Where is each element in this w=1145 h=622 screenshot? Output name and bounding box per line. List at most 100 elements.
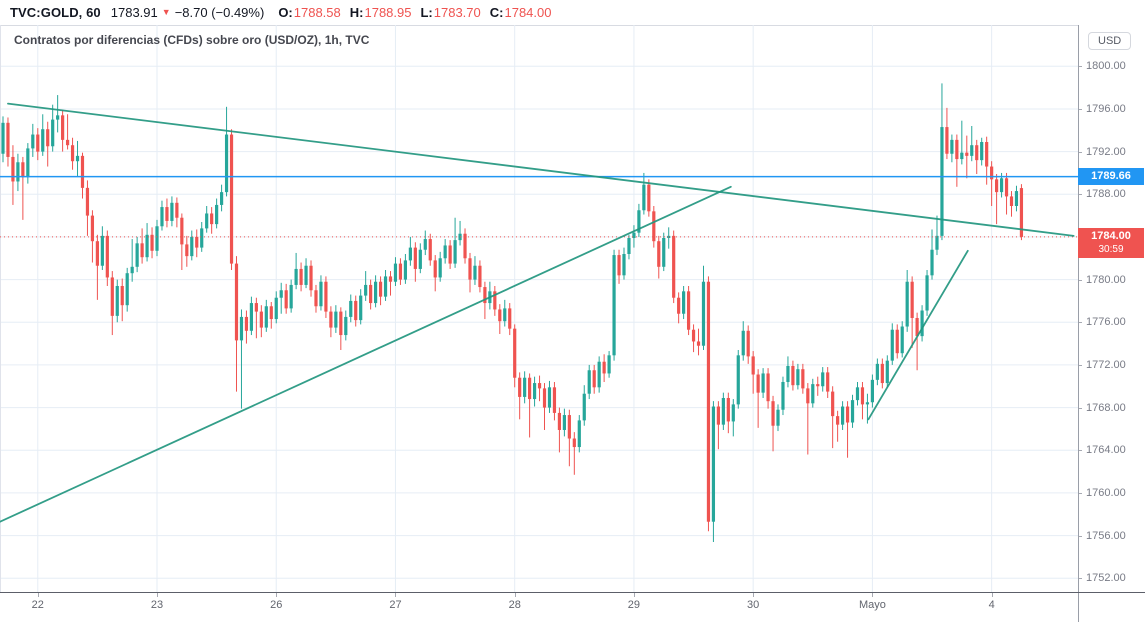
candle-body[interactable] bbox=[622, 253, 626, 276]
candle-body[interactable] bbox=[995, 179, 999, 193]
candle-body[interactable] bbox=[65, 139, 70, 146]
candle-body[interactable] bbox=[16, 162, 20, 182]
candle-body[interactable] bbox=[284, 290, 288, 309]
candle-body[interactable] bbox=[443, 245, 447, 259]
candle-body[interactable] bbox=[642, 184, 646, 211]
candle-body[interactable] bbox=[195, 236, 199, 248]
candle-body[interactable] bbox=[155, 226, 159, 251]
candle-body[interactable] bbox=[41, 129, 45, 152]
candle-body[interactable] bbox=[547, 387, 552, 408]
candle-body[interactable] bbox=[840, 406, 845, 425]
candle-body[interactable] bbox=[771, 401, 775, 426]
candle-body[interactable] bbox=[75, 155, 80, 162]
candle-body[interactable] bbox=[403, 260, 408, 280]
candle-body[interactable] bbox=[239, 316, 244, 341]
candle-body[interactable] bbox=[249, 303, 253, 331]
candle-body[interactable] bbox=[751, 356, 755, 375]
candle-body[interactable] bbox=[826, 372, 830, 392]
candle-body[interactable] bbox=[890, 329, 894, 361]
candle-body[interactable] bbox=[36, 134, 40, 152]
candle-body[interactable] bbox=[875, 363, 879, 380]
candle-body[interactable] bbox=[135, 243, 139, 267]
candle-body[interactable] bbox=[672, 235, 676, 298]
candle-body[interactable] bbox=[299, 268, 303, 285]
candle-body[interactable] bbox=[205, 213, 209, 229]
candle-body[interactable] bbox=[592, 370, 596, 388]
candle-body[interactable] bbox=[925, 275, 929, 311]
candle-body[interactable] bbox=[140, 243, 144, 258]
candle-body[interactable] bbox=[413, 247, 417, 269]
candle-body[interactable] bbox=[105, 235, 109, 278]
candle-body[interactable] bbox=[910, 281, 914, 318]
candle-body[interactable] bbox=[21, 162, 25, 178]
candle-body[interactable] bbox=[170, 202, 174, 221]
candle-body[interactable] bbox=[200, 228, 204, 248]
candle-body[interactable] bbox=[80, 155, 85, 188]
candle-body[interactable] bbox=[855, 387, 860, 401]
candle-body[interactable] bbox=[731, 404, 735, 422]
candle-body[interactable] bbox=[11, 156, 15, 182]
price-chart-canvas[interactable] bbox=[0, 25, 1078, 592]
candle-body[interactable] bbox=[498, 309, 502, 322]
candle-body[interactable] bbox=[408, 247, 412, 261]
candle-body[interactable] bbox=[473, 265, 477, 280]
candle-body[interactable] bbox=[388, 276, 393, 282]
candle-body[interactable] bbox=[1, 122, 5, 154]
candle-body[interactable] bbox=[860, 387, 865, 405]
candle-body[interactable] bbox=[324, 281, 328, 312]
candle-body[interactable] bbox=[190, 236, 194, 257]
candle-body[interactable] bbox=[577, 420, 581, 448]
candle-body[interactable] bbox=[582, 393, 586, 421]
candle-body[interactable] bbox=[314, 290, 318, 307]
candle-body[interactable] bbox=[756, 374, 760, 393]
candle-body[interactable] bbox=[145, 234, 149, 258]
candle-body[interactable] bbox=[1019, 188, 1024, 237]
candle-body[interactable] bbox=[572, 438, 576, 448]
candle-body[interactable] bbox=[234, 263, 239, 341]
candle-body[interactable] bbox=[433, 260, 437, 278]
candle-body[interactable] bbox=[691, 329, 696, 342]
candle-body[interactable] bbox=[945, 127, 949, 154]
candle-body[interactable] bbox=[100, 235, 104, 266]
candle-body[interactable] bbox=[383, 276, 388, 297]
candle-body[interactable] bbox=[607, 355, 611, 374]
candle-body[interactable] bbox=[965, 152, 969, 156]
candle-body[interactable] bbox=[423, 239, 427, 250]
trend-line[interactable] bbox=[7, 102, 1075, 237]
candle-body[interactable] bbox=[990, 166, 994, 180]
candle-body[interactable] bbox=[215, 204, 219, 225]
candle-body[interactable] bbox=[900, 326, 904, 354]
candle-body[interactable] bbox=[686, 291, 691, 330]
candle-body[interactable] bbox=[259, 311, 263, 328]
candle-body[interactable] bbox=[1004, 178, 1009, 197]
candle-body[interactable] bbox=[165, 207, 169, 221]
candle-body[interactable] bbox=[696, 341, 701, 346]
candle-body[interactable] bbox=[935, 235, 939, 250]
candle-body[interactable] bbox=[602, 361, 606, 374]
candle-body[interactable] bbox=[711, 406, 716, 522]
candle-body[interactable] bbox=[51, 119, 55, 147]
candle-body[interactable] bbox=[254, 303, 258, 312]
trend-line[interactable] bbox=[867, 249, 969, 421]
candle-body[interactable] bbox=[70, 145, 75, 162]
candle-body[interactable] bbox=[567, 415, 571, 439]
candle-body[interactable] bbox=[6, 122, 10, 157]
candle-body[interactable] bbox=[319, 281, 323, 307]
candle-body[interactable] bbox=[339, 311, 343, 336]
candle-body[interactable] bbox=[398, 263, 403, 280]
candle-body[interactable] bbox=[741, 330, 745, 356]
candle-body[interactable] bbox=[726, 397, 730, 422]
candle-body[interactable] bbox=[865, 402, 870, 405]
candle-body[interactable] bbox=[706, 281, 711, 522]
symbol-interval-label[interactable]: TVC:GOLD, 60 bbox=[10, 5, 101, 20]
candle-body[interactable] bbox=[26, 148, 30, 178]
candle-body[interactable] bbox=[816, 384, 820, 387]
candle-body[interactable] bbox=[736, 355, 740, 405]
candle-body[interactable] bbox=[970, 145, 974, 156]
candle-body[interactable] bbox=[637, 210, 641, 233]
candle-body[interactable] bbox=[329, 311, 333, 328]
trend-line[interactable] bbox=[0, 185, 732, 523]
candle-body[interactable] bbox=[632, 232, 636, 238]
candle-body[interactable] bbox=[309, 265, 313, 291]
candle-body[interactable] bbox=[597, 361, 601, 388]
